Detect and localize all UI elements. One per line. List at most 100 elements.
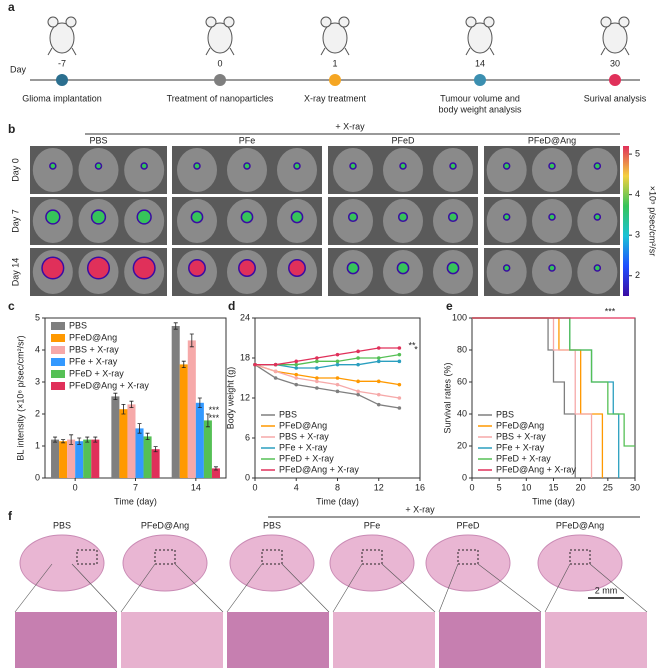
- legend-label: PFeD@Ang: [279, 420, 327, 430]
- y-tick-label: 40: [457, 408, 467, 418]
- y-tick-label: 1: [35, 440, 40, 450]
- legend-label: PBS: [496, 409, 514, 419]
- mouse-silhouette: [227, 148, 267, 192]
- y-axis-label: Body weight (g): [225, 367, 235, 430]
- significance: ***: [209, 413, 220, 423]
- mouse-ear: [483, 16, 495, 28]
- column-label: PBS: [263, 520, 281, 530]
- point: [376, 402, 381, 407]
- x-tick-label: 7: [133, 482, 138, 492]
- mouse-leg: [205, 47, 211, 56]
- brain-section: [537, 534, 623, 592]
- point: [397, 396, 402, 400]
- x-tick-label: 30: [630, 482, 640, 492]
- legend-label: PFe + X-ray: [69, 356, 118, 366]
- zoom-image: [439, 612, 541, 668]
- column-label: PFeD@Ang: [528, 135, 576, 145]
- legend-swatch: [51, 334, 65, 342]
- timeline-dot: [474, 74, 486, 86]
- error-bar: [189, 333, 194, 348]
- y-tick-label: 0: [35, 472, 40, 482]
- legend-label: PFeD + X-ray: [69, 368, 124, 378]
- point: [315, 376, 319, 380]
- legend-label: PFeD@Ang + X-ray: [279, 464, 359, 474]
- significance: **: [408, 340, 416, 350]
- y-tick-label: 2: [35, 408, 40, 418]
- legend-label: PFeD + X-ray: [496, 453, 551, 463]
- x-tick-label: 25: [603, 482, 613, 492]
- zoom-line: [332, 563, 363, 613]
- legend-swatch: [51, 382, 65, 390]
- column-label: PFeD: [391, 135, 415, 145]
- y-tick-label: 5: [35, 312, 40, 322]
- point: [294, 372, 299, 377]
- x-tick-label: 0: [469, 482, 474, 492]
- bar: [143, 436, 152, 478]
- brain-section: [19, 534, 105, 592]
- y-axis-label: BL intensity (×10⁶ p/sec/cm²/sr): [15, 335, 25, 460]
- point: [356, 362, 360, 367]
- point: [335, 389, 340, 394]
- event-label: body weight analysis: [438, 104, 522, 114]
- point: [356, 379, 360, 384]
- mouse-silhouette: [277, 148, 317, 192]
- mouse-leg: [465, 47, 471, 56]
- signal-blob: [140, 162, 148, 170]
- mouse-body: [602, 22, 628, 54]
- x-tick-label: 20: [576, 482, 586, 492]
- x-tick-label: 14: [191, 482, 201, 492]
- mouse-ear: [65, 16, 77, 28]
- day-label: 14: [475, 58, 485, 68]
- point: [315, 359, 319, 364]
- roi-box: [569, 549, 591, 565]
- x-tick-label: 0: [73, 482, 78, 492]
- mouse-silhouette: [333, 148, 373, 192]
- timeline-dot: [329, 74, 341, 86]
- event-label: Treatment of nanoparticles: [167, 93, 274, 103]
- legend-swatch: [51, 322, 65, 330]
- zoom-line: [381, 563, 436, 613]
- mouse-leg: [47, 47, 53, 56]
- error-bar: [121, 404, 126, 415]
- signal-blob: [502, 213, 511, 221]
- x-tick-label: 10: [521, 482, 531, 492]
- roi-box: [261, 549, 283, 565]
- y-tick-label: 20: [457, 440, 467, 450]
- bar: [111, 396, 120, 478]
- row-label: Day 14: [10, 258, 20, 287]
- mouse-leg: [229, 47, 235, 56]
- mouse-leg: [600, 47, 606, 56]
- x-axis-label: Time (day): [316, 496, 359, 506]
- zoom-line: [544, 563, 571, 613]
- signal-blob: [346, 261, 360, 275]
- error-bar: [61, 439, 66, 444]
- column-label: PFe: [239, 135, 256, 145]
- signal-blob: [548, 162, 556, 170]
- event-label: Tumour volume and: [440, 93, 520, 103]
- legend-label: PBS + X-ray: [69, 344, 119, 354]
- bar: [75, 441, 84, 478]
- brain-section: [329, 534, 415, 592]
- signal-blob: [293, 162, 301, 170]
- point: [376, 392, 381, 397]
- legend-label: PBS + X-ray: [279, 431, 329, 441]
- mouse-silhouette: [486, 199, 527, 243]
- signal-blob: [86, 256, 111, 280]
- mouse-ear: [465, 16, 477, 28]
- bar: [83, 439, 92, 478]
- panel-label: d: [228, 299, 235, 313]
- mouse-silhouette: [532, 148, 572, 192]
- timeline-dot: [214, 74, 226, 86]
- row-label: Day 7: [10, 209, 20, 233]
- mouse-icon: [600, 16, 630, 56]
- error-bar: [213, 466, 218, 471]
- colorbar-tick-label: 5: [635, 148, 640, 158]
- y-tick-label: 60: [457, 376, 467, 386]
- colorbar-label: ×10⁵ p/sec/cm²/sr: [648, 186, 658, 257]
- point: [335, 376, 340, 380]
- error-bar: [181, 360, 186, 368]
- signal-blob: [94, 162, 103, 170]
- mouse-silhouette: [577, 250, 618, 294]
- x-tick-label: 15: [548, 482, 558, 492]
- roi-box: [457, 549, 479, 565]
